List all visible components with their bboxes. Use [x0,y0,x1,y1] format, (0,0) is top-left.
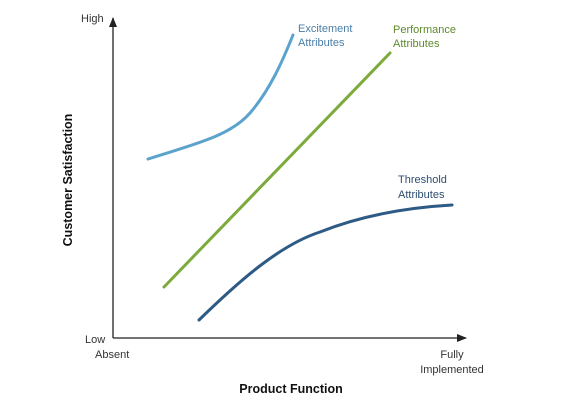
x-axis-title: Product Function [239,382,342,396]
y-axis-low-label: Low [85,334,105,346]
performance-label-line1: Performance [393,24,456,36]
excitement-label-line1: Excitement [298,23,352,35]
x-axis-high-label-line1: Fully [440,349,464,361]
threshold-label-line1: Threshold [398,174,447,186]
y-axis-high-label: High [81,13,104,25]
excitement-label-line2: Attributes [298,37,345,49]
performance-label-line2: Attributes [393,38,440,50]
x-axis-high-label-line2: Implemented [420,364,484,376]
x-axis-low-label: Absent [95,349,129,361]
threshold-curve [197,203,454,322]
performance-line [162,51,392,289]
y-axis-title: Customer Satisfaction [61,114,75,247]
threshold-label-line2: Attributes [398,189,445,201]
excitement-curve [146,33,295,161]
